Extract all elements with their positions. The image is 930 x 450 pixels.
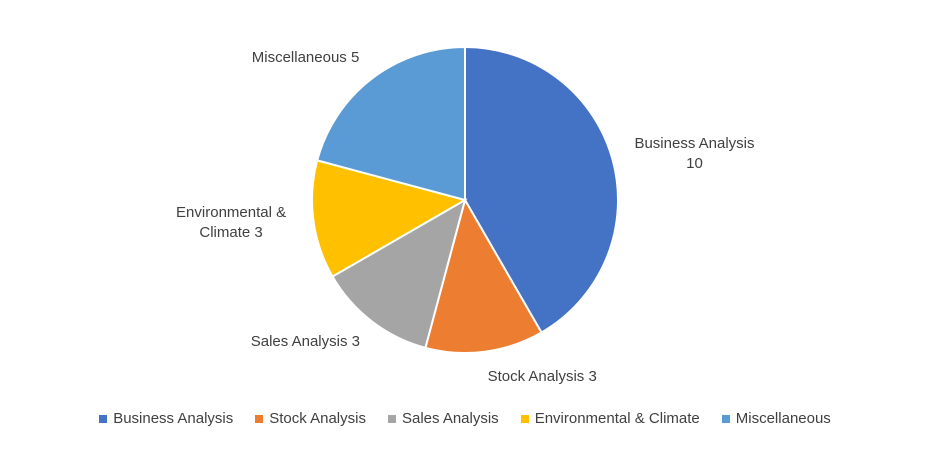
legend-swatch xyxy=(255,414,264,423)
data-label: Environmental & Climate 3 xyxy=(169,203,294,243)
label-value: 5 xyxy=(350,49,360,67)
data-label: Stock Analysis 3 xyxy=(488,367,597,387)
label-value: 3 xyxy=(254,224,263,242)
legend-label: Miscellaneous xyxy=(735,410,831,427)
data-label: Sales Analysis 3 xyxy=(251,332,360,352)
pie-slice xyxy=(315,45,466,202)
data-label: Miscellaneous 5 xyxy=(252,48,360,68)
legend-item: Environmental & Climate xyxy=(520,410,700,427)
legend-item: Miscellaneous xyxy=(721,410,831,427)
legend: Business Analysis Stock Analysis Sales Ana… xyxy=(0,410,930,427)
legend-swatch xyxy=(721,414,730,423)
pie-slice xyxy=(424,197,543,354)
label-category: Sales Analysis xyxy=(250,332,348,350)
label-category: Miscellaneous xyxy=(251,49,347,67)
legend-item: Sales Analysis xyxy=(387,410,499,427)
label-category: Environmental & Climate xyxy=(176,204,287,242)
data-label: Business Analysis 10 xyxy=(632,134,757,174)
label-value: 10 xyxy=(686,154,703,172)
legend-label: Environmental & Climate xyxy=(534,410,700,427)
legend-swatch xyxy=(99,414,108,423)
legend-swatch xyxy=(520,414,529,423)
label-category: Business Analysis xyxy=(634,134,755,152)
pie-slice xyxy=(464,45,619,334)
legend-item: Business Analysis xyxy=(99,410,233,427)
pie-slice xyxy=(331,197,467,350)
legend-swatch xyxy=(387,414,396,423)
legend-label: Sales Analysis xyxy=(401,410,499,427)
pie-area xyxy=(311,45,619,354)
legend-label: Stock Analysis xyxy=(269,410,366,427)
label-category: Stock Analysis xyxy=(487,368,585,386)
pie-slice xyxy=(311,159,468,278)
legend-item: Stock Analysis xyxy=(255,410,366,427)
legend-label: Business Analysis xyxy=(113,410,234,427)
label-value: 3 xyxy=(351,332,360,350)
label-value: 3 xyxy=(588,368,597,386)
